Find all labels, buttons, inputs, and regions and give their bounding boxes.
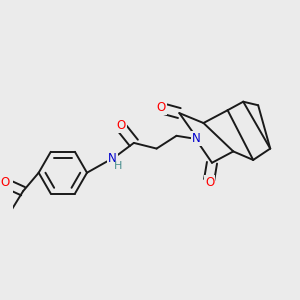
- Text: O: O: [157, 101, 166, 114]
- Text: O: O: [1, 176, 10, 189]
- Text: H: H: [113, 161, 122, 172]
- Text: N: N: [108, 152, 117, 165]
- Text: N: N: [192, 132, 201, 145]
- Text: O: O: [116, 119, 126, 132]
- Text: O: O: [205, 176, 214, 189]
